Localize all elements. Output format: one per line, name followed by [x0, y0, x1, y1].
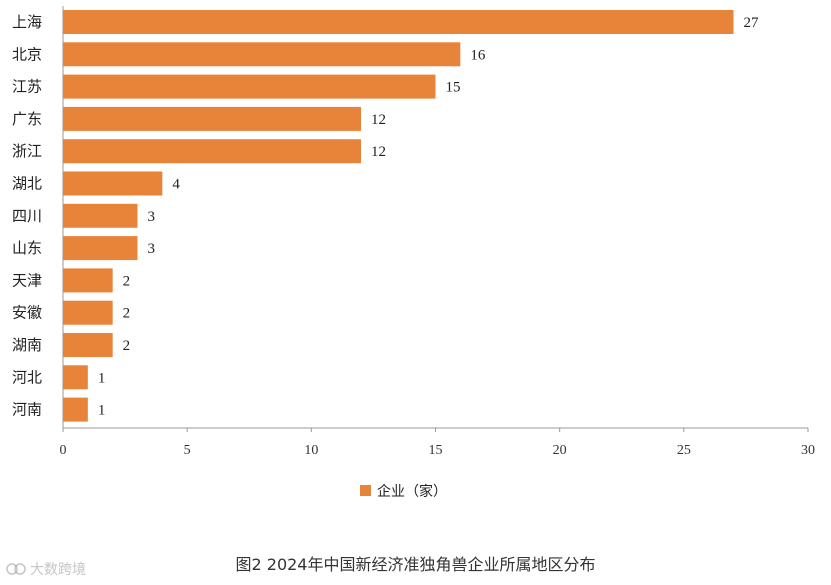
- legend: 企业（家）: [360, 483, 447, 500]
- bar-北京: [63, 42, 461, 67]
- data-label: 15: [446, 80, 461, 96]
- data-label: 2: [123, 306, 130, 322]
- category-label: 北京: [12, 45, 42, 63]
- x-tick-label: 20: [553, 443, 567, 458]
- category-label: 湖南: [12, 336, 42, 354]
- data-label: 27: [744, 15, 760, 31]
- bar-安徽: [63, 300, 113, 325]
- bar-河北: [63, 365, 88, 390]
- data-label: 1: [98, 370, 106, 386]
- data-label: 12: [371, 144, 386, 160]
- x-tick-label: 10: [304, 443, 318, 458]
- category-label: 河南: [12, 401, 42, 419]
- data-label: 2: [123, 338, 130, 354]
- category-label: 浙江: [12, 142, 42, 160]
- x-tick-label: 25: [677, 443, 691, 458]
- data-label: 4: [172, 177, 180, 193]
- figure-caption: 图2 2024年中国新经济准独角兽企业所属地区分布: [235, 555, 596, 574]
- bar-上海: [63, 10, 734, 34]
- category-label: 山东: [12, 239, 42, 257]
- x-tick-label: 5: [184, 443, 191, 458]
- x-tick-label: 15: [429, 443, 443, 458]
- data-label: 2: [123, 273, 130, 289]
- bar-江苏: [63, 74, 436, 99]
- bar-湖南: [63, 333, 113, 357]
- bar-浙江: [63, 139, 361, 164]
- legend-label: 企业（家）: [377, 483, 447, 500]
- category-label: 河北: [12, 368, 42, 386]
- data-label: 12: [371, 112, 386, 128]
- data-label: 16: [470, 47, 486, 63]
- x-axis: 0 5 10 15 20 25 30: [60, 6, 815, 458]
- category-label: 湖北: [12, 175, 42, 193]
- category-label: 天津: [12, 271, 42, 289]
- category-label: 江苏: [12, 78, 42, 96]
- bar-湖北: [63, 171, 163, 196]
- watermark: 大数跨境: [6, 559, 86, 579]
- bar-广东: [63, 106, 361, 131]
- bar-河南: [63, 397, 88, 422]
- bar-山东: [63, 236, 138, 261]
- bar-四川: [63, 203, 138, 228]
- x-tick-label: 30: [801, 443, 815, 458]
- data-label: 1: [98, 403, 106, 419]
- data-label: 3: [148, 209, 156, 225]
- x-tick-label: 0: [60, 443, 67, 458]
- watermark-text: 大数跨境: [30, 562, 86, 578]
- category-label: 上海: [12, 13, 42, 31]
- data-label: 3: [148, 241, 156, 257]
- watermark-logo-icon: [6, 563, 26, 575]
- legend-swatch: [360, 485, 371, 496]
- category-label: 四川: [12, 207, 42, 225]
- category-label: 广东: [12, 110, 42, 128]
- bars-group: [63, 10, 734, 422]
- bar-天津: [63, 268, 113, 293]
- category-label: 安徽: [12, 304, 42, 322]
